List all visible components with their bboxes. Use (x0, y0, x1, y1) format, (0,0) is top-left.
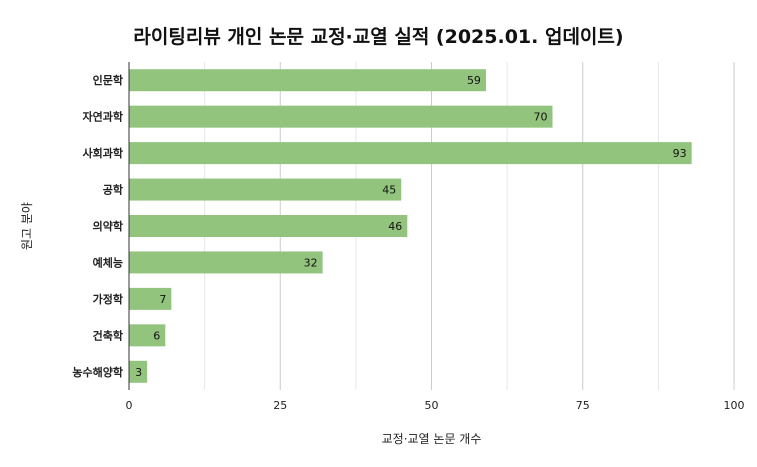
bar (129, 215, 408, 237)
x-tick-label: 25 (273, 399, 287, 412)
category-label: 의약학 (93, 219, 123, 233)
data-label: 32 (304, 256, 318, 269)
category-label: 공학 (103, 183, 123, 197)
bar (129, 105, 553, 128)
bar (129, 142, 692, 165)
category-label: 사회과학 (83, 146, 123, 160)
data-label: 7 (159, 293, 166, 306)
x-axis-label: 교정·교열 논문 개수 (382, 432, 482, 446)
value-labels: 59 70 93 45 46 32 7 6 3 (135, 74, 687, 379)
data-label: 59 (467, 74, 481, 87)
x-tick-label: 75 (576, 399, 590, 412)
data-label: 3 (135, 366, 142, 379)
y-axis-label: 원고 분야 (20, 202, 34, 250)
bar (129, 251, 323, 274)
data-label: 70 (534, 111, 548, 124)
x-tick-label: 0 (126, 399, 133, 412)
data-label: 93 (673, 147, 687, 160)
category-label: 건축학 (93, 328, 123, 342)
bar (129, 360, 148, 383)
chart-title: 라이팅리뷰 개인 논문 교정·교열 실적 (2025.01. 업데이트) (133, 26, 624, 48)
category-label: 가정학 (93, 292, 123, 306)
category-label: 농수해양학 (72, 365, 123, 379)
bar (129, 324, 166, 347)
bars (129, 69, 692, 383)
category-label: 인문학 (93, 73, 123, 87)
x-tick-labels: 0 25 50 75 100 (126, 399, 745, 412)
bar (129, 69, 486, 92)
data-label: 46 (388, 220, 402, 233)
data-label: 45 (382, 184, 396, 197)
bar (129, 287, 172, 310)
category-label: 자연과학 (83, 110, 123, 124)
x-tick-label: 100 (724, 399, 745, 412)
data-label: 6 (153, 329, 160, 342)
category-label: 예체능 (93, 255, 123, 269)
x-tick-label: 50 (425, 399, 439, 412)
bar (129, 178, 402, 201)
